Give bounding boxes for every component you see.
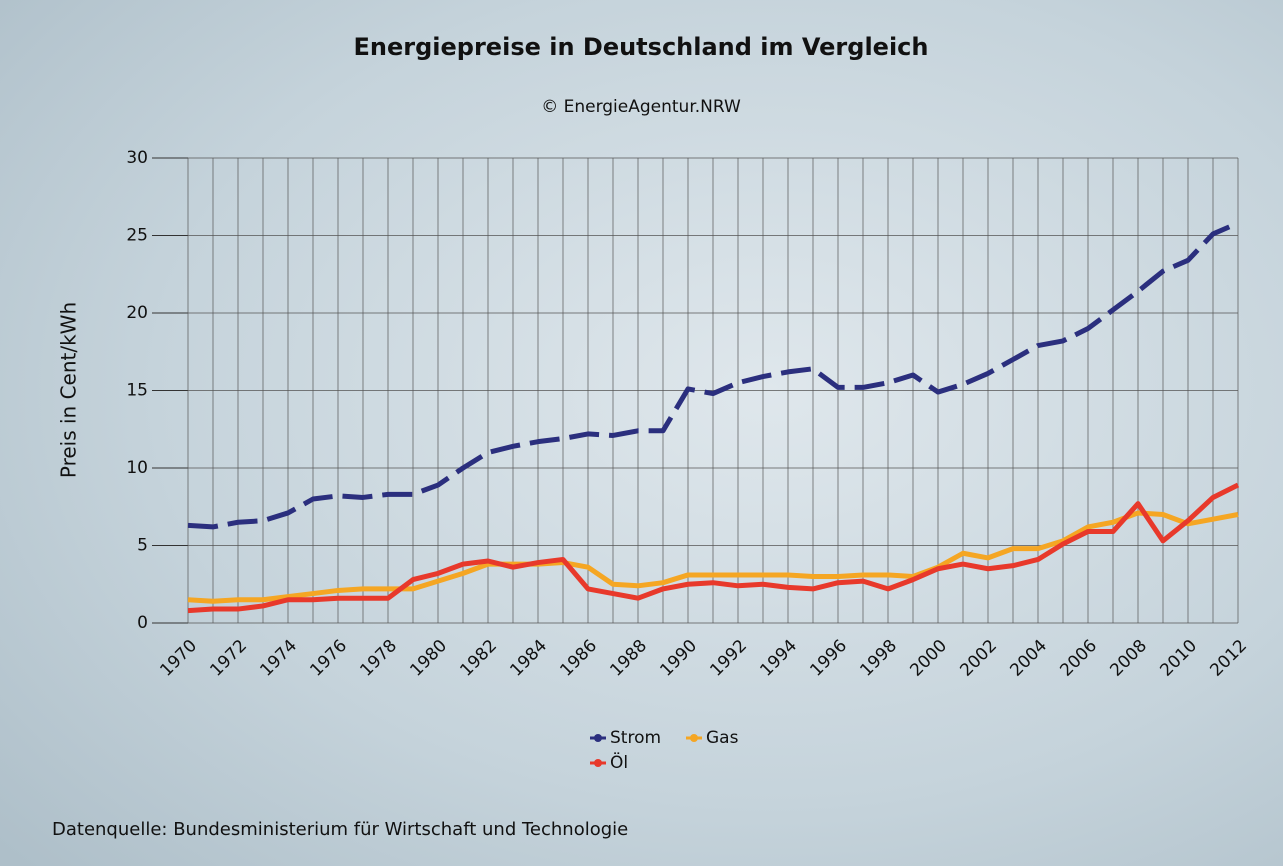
source-note: Datenquelle: Bundesministerium für Wirts… (52, 819, 628, 840)
legend-label: Gas (706, 728, 739, 748)
y-tick-label: 30 (126, 148, 148, 168)
y-tick-label: 10 (126, 458, 148, 478)
chart-subtitle: © EnergieAgentur.NRW (541, 97, 741, 117)
y-tick-label: 25 (126, 226, 148, 246)
y-tick-label: 15 (126, 381, 148, 401)
legend-swatch (690, 734, 698, 742)
y-tick-label: 0 (137, 613, 148, 633)
y-tick-label: 20 (126, 303, 148, 323)
series-line (187, 482, 1240, 614)
series-line (187, 510, 1239, 604)
y-tick-label: 5 (137, 536, 148, 556)
legend-swatch (594, 759, 602, 767)
legend-swatch (594, 734, 602, 742)
chart-title: Energiepreise in Deutschland im Vergleic… (354, 33, 929, 61)
legend-label: Strom (610, 728, 661, 748)
legend-label: Öl (610, 751, 628, 773)
series-line (187, 220, 1239, 530)
y-axis-label: Preis in Cent/kWh (57, 302, 81, 478)
